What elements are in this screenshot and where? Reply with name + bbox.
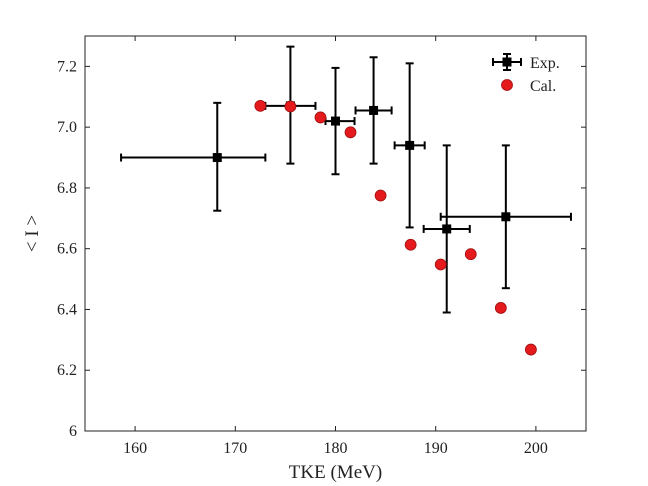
exp-point (501, 212, 511, 222)
cal-point (344, 126, 357, 139)
cal-point (404, 238, 417, 251)
x-axis: 160 170 180 190 200 (123, 36, 548, 457)
cal-point (254, 99, 267, 112)
legend-exp-marker (502, 57, 512, 67)
legend-cal-marker (501, 79, 513, 91)
x-axis-title: TKE (MeV) (289, 462, 382, 483)
y-tick-label: 6.2 (57, 362, 77, 379)
x-tick-label: 160 (123, 440, 147, 457)
series-cal (254, 99, 537, 356)
y-axis: 6 6.2 6.4 6.6 6.8 7.0 7.2 (57, 58, 586, 440)
y-tick-label: 6.6 (57, 241, 77, 258)
exp-point (442, 224, 452, 234)
exp-point (405, 140, 415, 150)
x-tick-label: 180 (324, 440, 348, 457)
cal-point (494, 302, 507, 314)
y-axis-title: < I > (22, 215, 43, 252)
y-tick-label: 7.0 (57, 119, 77, 136)
y-tick-label: 6 (69, 423, 77, 440)
legend-cal-label: Cal. (530, 78, 556, 95)
x-tick-label: 200 (524, 440, 548, 457)
cal-point (314, 111, 327, 124)
cal-point (284, 100, 297, 113)
exp-point (212, 153, 222, 163)
legend-exp-label: Exp. (530, 55, 560, 72)
y-tick-label: 6.8 (57, 180, 77, 197)
cal-point (434, 258, 447, 271)
cal-point (464, 248, 477, 261)
cal-point (524, 343, 537, 356)
cal-point (374, 189, 387, 202)
y-tick-label: 6.4 (57, 301, 77, 318)
exp-point (331, 116, 340, 126)
legend: Exp. Cal. (492, 53, 560, 95)
y-tick-label: 7.2 (57, 58, 77, 75)
exp-point (369, 105, 379, 115)
x-tick-label: 170 (223, 440, 247, 457)
x-tick-label: 190 (424, 440, 448, 457)
